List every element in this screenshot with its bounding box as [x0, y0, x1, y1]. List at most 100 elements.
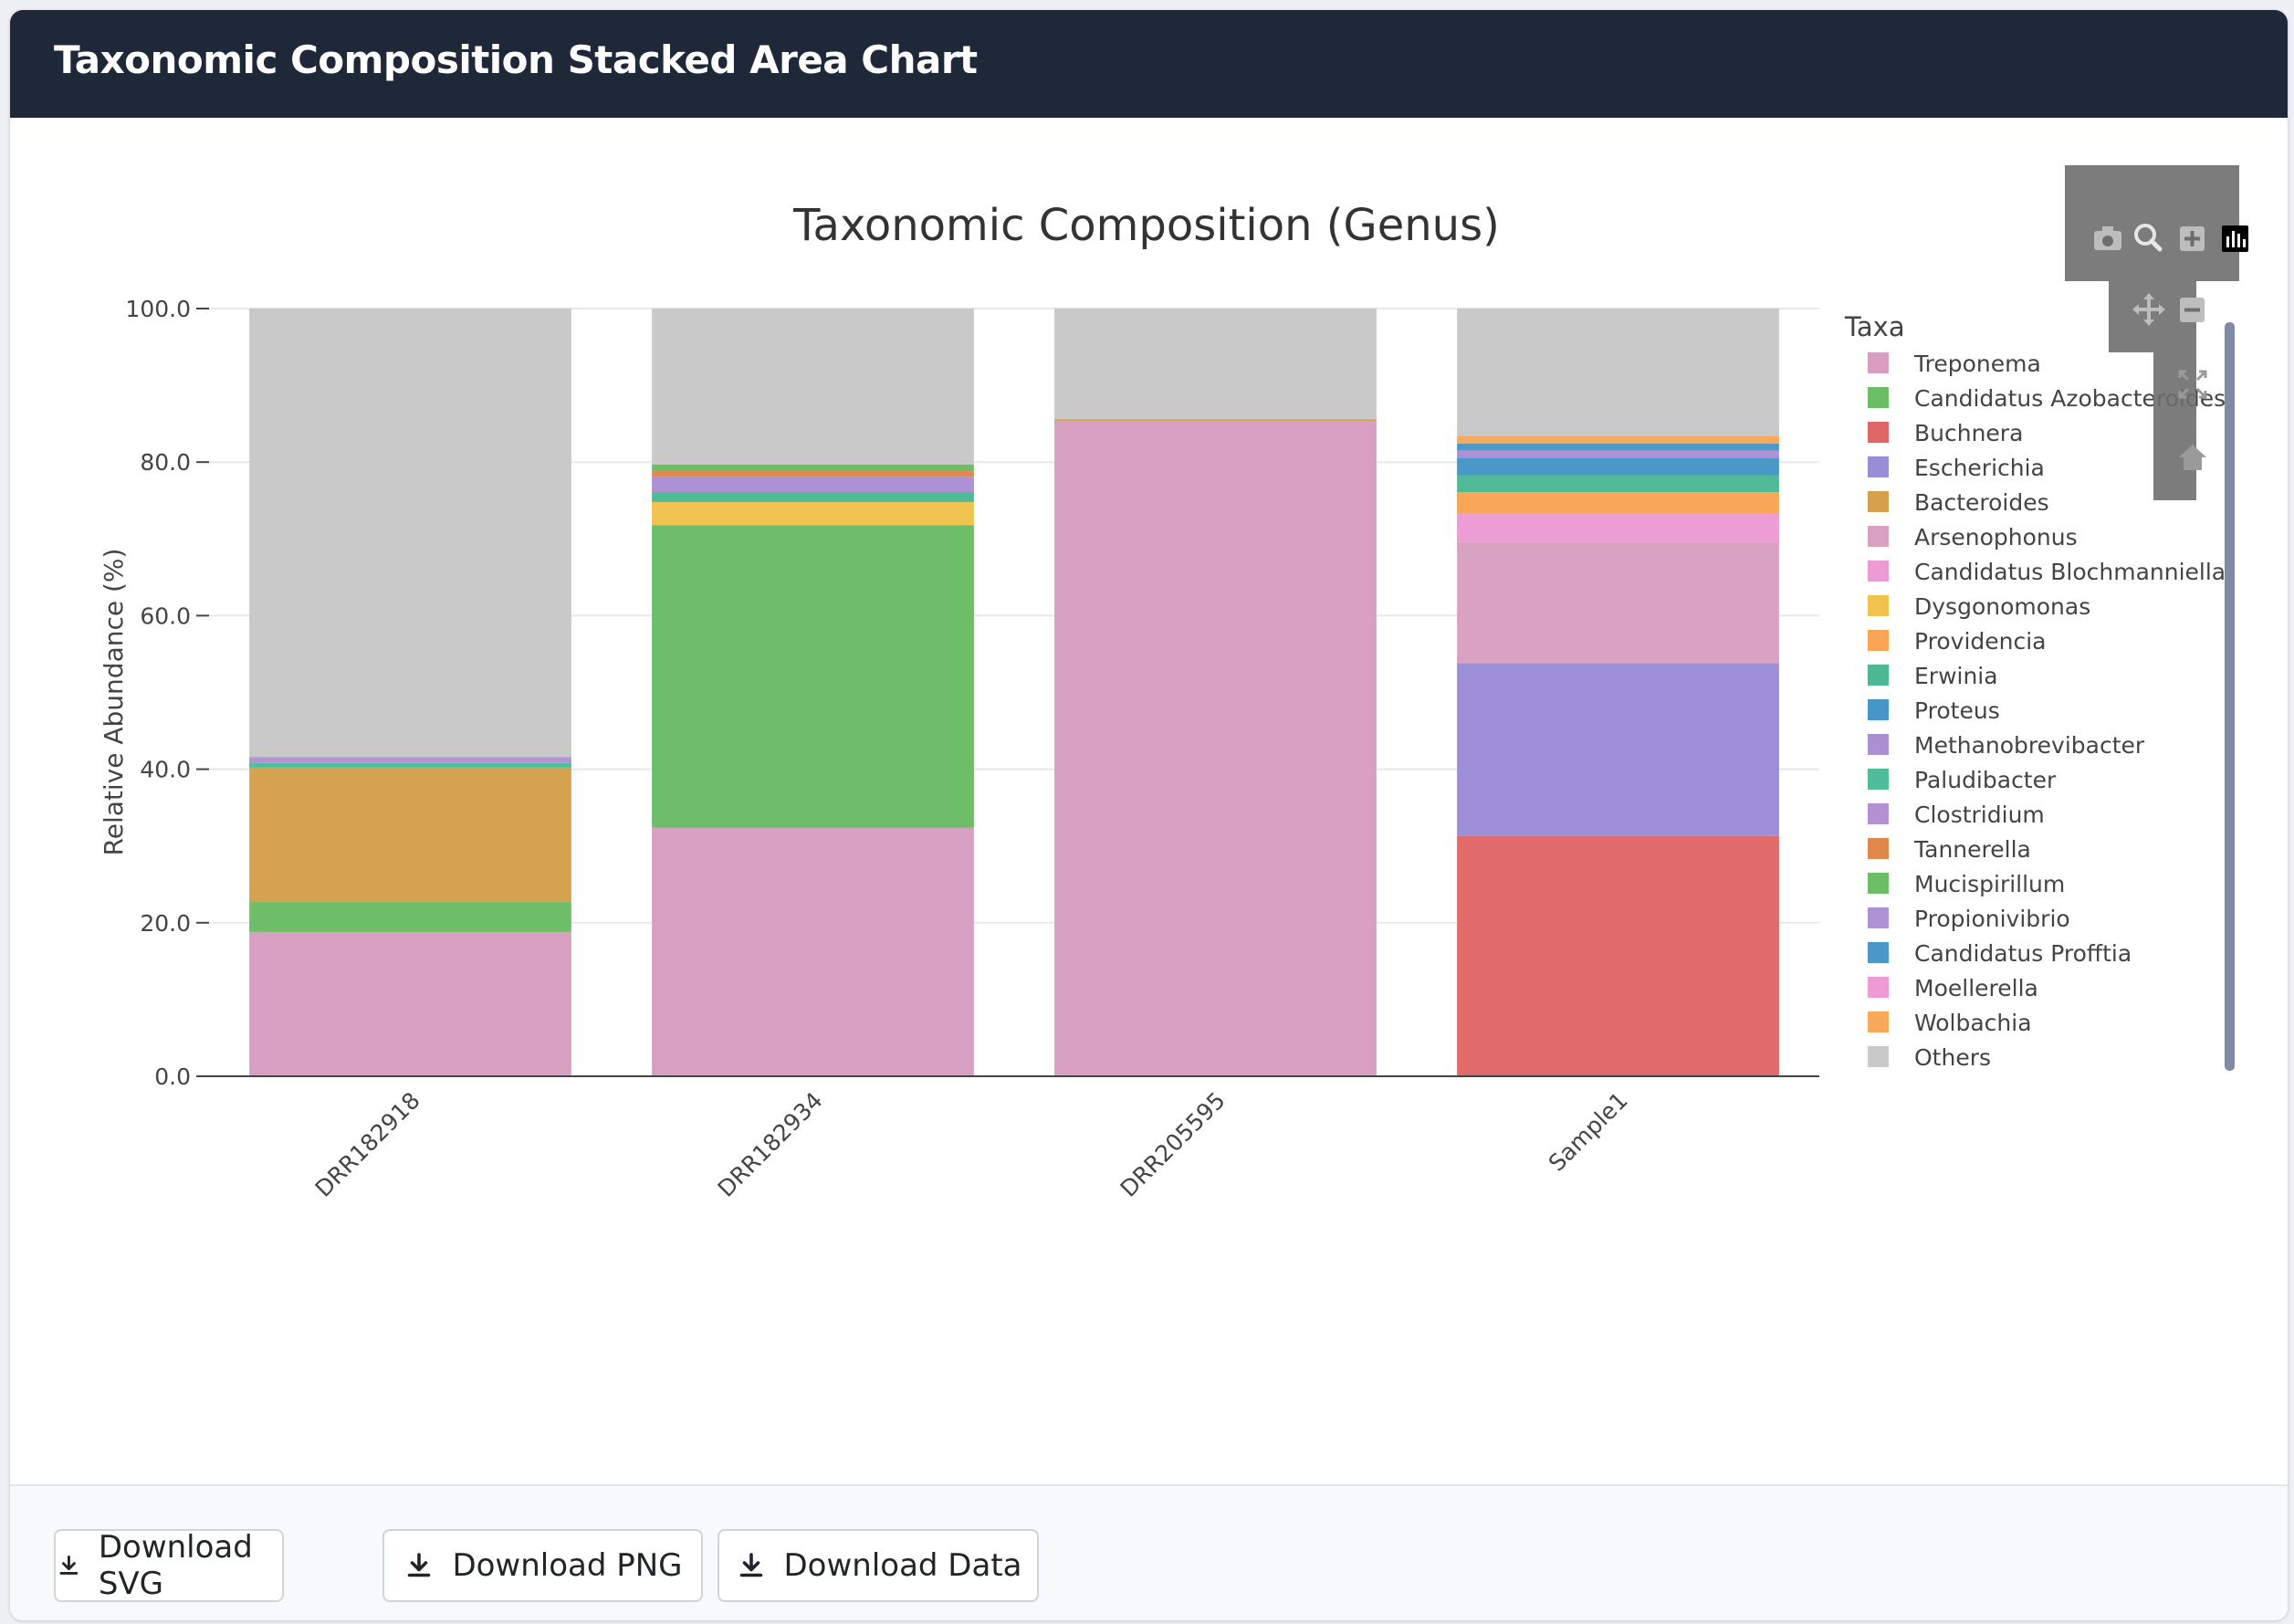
bar-segment[interactable]: [1457, 309, 1779, 436]
bar-segment[interactable]: [652, 827, 974, 1076]
bars[interactable]: [249, 309, 1779, 1076]
modebar[interactable]: [2065, 165, 2248, 500]
legend-item[interactable]: Mucispirillum: [1914, 871, 2065, 897]
legend-swatch[interactable]: [1868, 526, 1889, 547]
legend-item[interactable]: Methanobrevibacter: [1914, 732, 2145, 759]
y-axis-title: Relative Abundance (%): [99, 549, 129, 856]
zoom-icon[interactable]: [2134, 224, 2163, 252]
bar-segment[interactable]: [1457, 457, 1779, 476]
legend-item[interactable]: Arsenophonus: [1914, 524, 2078, 550]
bar-segment[interactable]: [249, 767, 571, 903]
legend-swatch[interactable]: [1868, 352, 1889, 373]
legend-swatch[interactable]: [1868, 977, 1889, 998]
legend-item[interactable]: Candidatus Blochmanniella: [1914, 559, 2226, 585]
home-icon[interactable]: [2179, 445, 2206, 470]
legend-swatch[interactable]: [1868, 1011, 1889, 1032]
x-tick-label: DRR182918: [310, 1087, 425, 1202]
bar-segment[interactable]: [1457, 444, 1779, 451]
legend-swatch[interactable]: [1868, 595, 1889, 616]
legend-item[interactable]: Escherichia: [1914, 455, 2045, 481]
legend-swatch[interactable]: [1868, 873, 1889, 894]
bar-segment[interactable]: [652, 501, 974, 526]
bar-chart-icon[interactable]: [2222, 225, 2248, 252]
legend-item[interactable]: Propionivibrio: [1914, 906, 2070, 932]
camera-icon[interactable]: [2094, 226, 2121, 250]
bar-segment[interactable]: [249, 757, 571, 763]
legend-item[interactable]: Erwinia: [1914, 663, 1998, 689]
legend-item[interactable]: Buchnera: [1914, 420, 2023, 446]
pan-icon[interactable]: [2132, 293, 2165, 326]
legend-item[interactable]: Moellerella: [1914, 975, 2038, 1001]
bar-segment[interactable]: [1457, 450, 1779, 458]
legend-item[interactable]: Candidatus Profftia: [1914, 940, 2132, 967]
bar-segment[interactable]: [1054, 421, 1377, 1076]
legend-swatch[interactable]: [1868, 630, 1889, 651]
download-svg-button[interactable]: Download SVG: [54, 1529, 284, 1602]
download-svg-label: Download SVG: [98, 1529, 253, 1602]
legend-swatch[interactable]: [1868, 838, 1889, 859]
bar-segment[interactable]: [652, 464, 974, 471]
bar-segment[interactable]: [652, 470, 974, 477]
y-tick-label: 0.0: [154, 1063, 191, 1090]
legend-item[interactable]: Others: [1914, 1044, 1991, 1071]
legend-item[interactable]: Paludibacter: [1914, 767, 2057, 793]
bar-segment[interactable]: [249, 931, 571, 1076]
legend-scrollbar[interactable]: [2225, 322, 2235, 1071]
legend-item[interactable]: Proteus: [1914, 697, 2000, 724]
chart-svg[interactable]: Taxonomic Composition (Genus) 0.0 20.0 40.…: [10, 118, 2288, 1484]
download-png-label: Download PNG: [452, 1547, 683, 1584]
legend-item[interactable]: Wolbachia: [1914, 1010, 2032, 1036]
bar-segment[interactable]: [1054, 419, 1377, 422]
download-data-button[interactable]: Download Data: [718, 1529, 1039, 1602]
download-data-label: Download Data: [783, 1547, 1022, 1584]
bar-segment[interactable]: [1457, 491, 1779, 514]
bar-segment[interactable]: [1054, 309, 1377, 420]
x-tick-label: DRR182934: [713, 1087, 828, 1202]
legend-swatch[interactable]: [1868, 803, 1889, 824]
legend-swatch[interactable]: [1868, 769, 1889, 790]
y-tick-label: 100.0: [125, 296, 191, 322]
bar-segment[interactable]: [1457, 475, 1779, 492]
card-footer: Download SVG Download PNG Download Data: [10, 1484, 2288, 1620]
bar-segment[interactable]: [249, 309, 571, 758]
legend-swatch[interactable]: [1868, 665, 1889, 686]
bar-segment[interactable]: [652, 477, 974, 492]
legend-item[interactable]: Dysgonomonas: [1914, 593, 2090, 620]
legend-item[interactable]: Providencia: [1914, 628, 2047, 655]
legend-swatch[interactable]: [1868, 456, 1889, 477]
bar-segment[interactable]: [1457, 541, 1779, 664]
y-tick-label: 60.0: [140, 602, 191, 629]
zoom-out-icon[interactable]: [2180, 298, 2205, 322]
download-icon: [408, 1553, 431, 1577]
zoom-in-icon[interactable]: [2180, 226, 2205, 251]
bar-segment[interactable]: [1457, 435, 1779, 445]
bar-segment[interactable]: [1457, 513, 1779, 542]
y-tick-label: 80.0: [140, 449, 191, 476]
legend-swatch[interactable]: [1868, 387, 1889, 408]
bar-segment[interactable]: [249, 762, 571, 768]
legend-item[interactable]: Tannerella: [1913, 836, 2031, 863]
bar-segment[interactable]: [1457, 663, 1779, 836]
bar-segment[interactable]: [652, 309, 974, 465]
legend-swatch[interactable]: [1868, 1046, 1889, 1067]
legend-swatch[interactable]: [1868, 734, 1889, 755]
x-tick-label: Sample1: [1544, 1087, 1633, 1177]
bar-segment[interactable]: [249, 902, 571, 932]
bar-segment[interactable]: [652, 491, 974, 502]
autoscale-icon[interactable]: [2178, 370, 2207, 399]
legend-swatch[interactable]: [1868, 561, 1889, 581]
legend-swatch[interactable]: [1868, 942, 1889, 963]
x-tick-label: DRR205595: [1116, 1087, 1231, 1202]
bar-segment[interactable]: [652, 525, 974, 828]
legend-item[interactable]: Treponema: [1913, 351, 2041, 377]
legend-swatch[interactable]: [1868, 699, 1889, 720]
download-png-button[interactable]: Download PNG: [382, 1529, 703, 1602]
y-tick-label: 20.0: [140, 910, 191, 937]
legend-swatch[interactable]: [1868, 907, 1889, 928]
legend-item[interactable]: Clostridium: [1914, 802, 2045, 828]
bar-segment[interactable]: [1457, 835, 1779, 1076]
legend-swatch[interactable]: [1868, 422, 1889, 443]
legend-swatch[interactable]: [1868, 491, 1889, 512]
legend-item[interactable]: Bacteroides: [1914, 489, 2049, 516]
